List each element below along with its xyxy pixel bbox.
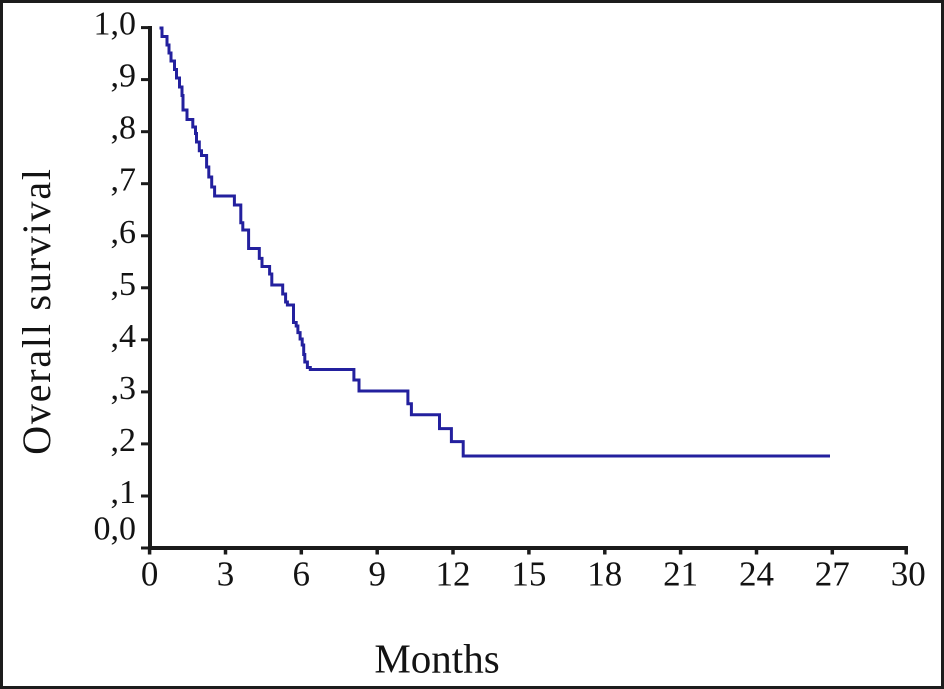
svg-text:,4: ,4 — [111, 318, 137, 355]
svg-text:0: 0 — [141, 555, 159, 594]
svg-text:3: 3 — [217, 555, 235, 594]
svg-text:Overall survival: Overall survival — [14, 167, 59, 455]
svg-text:12: 12 — [436, 555, 471, 594]
svg-text:Months: Months — [374, 636, 499, 682]
svg-text:,3: ,3 — [111, 370, 137, 407]
svg-text:9: 9 — [368, 555, 386, 594]
svg-text:21: 21 — [663, 555, 698, 594]
svg-text:,1: ,1 — [111, 474, 137, 511]
svg-text:,9: ,9 — [111, 58, 137, 95]
svg-text:,8: ,8 — [111, 110, 137, 147]
svg-text:,5: ,5 — [111, 266, 137, 303]
svg-text:0,0: 0,0 — [94, 511, 137, 548]
svg-text:6: 6 — [293, 555, 311, 594]
svg-text:30: 30 — [891, 555, 926, 594]
svg-text:,2: ,2 — [111, 422, 137, 459]
svg-text:15: 15 — [511, 555, 546, 594]
svg-text:1,0: 1,0 — [94, 6, 137, 43]
svg-text:24: 24 — [739, 555, 774, 594]
svg-text:27: 27 — [815, 555, 850, 594]
svg-text:,7: ,7 — [111, 162, 137, 199]
svg-text:,6: ,6 — [111, 214, 137, 251]
svg-text:18: 18 — [587, 555, 622, 594]
